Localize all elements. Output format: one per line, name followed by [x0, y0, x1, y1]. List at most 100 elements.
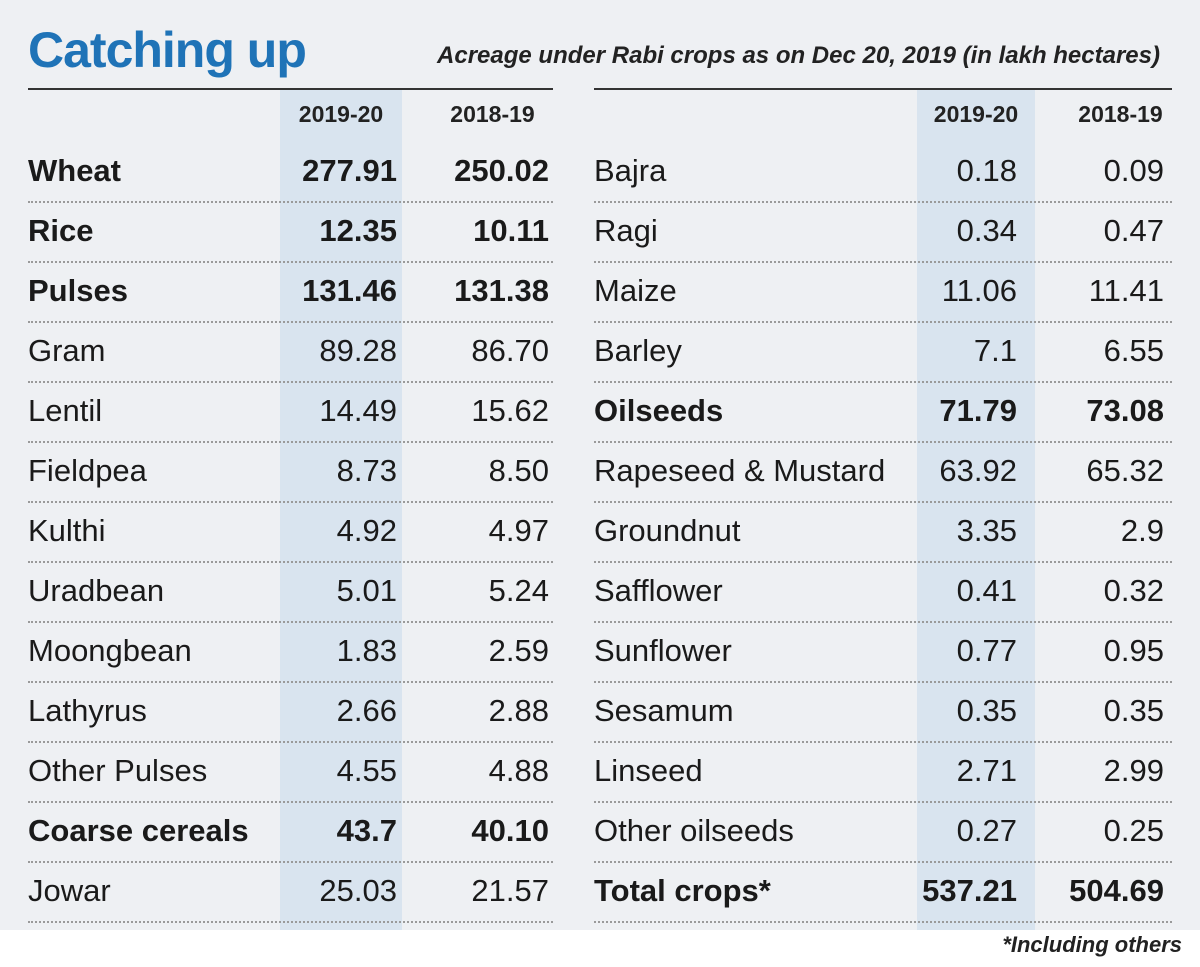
table-row: Lentil 14.49 15.62	[28, 381, 553, 443]
table-row: Sunflower 0.77 0.95	[594, 621, 1172, 683]
value-2018-19: 21.57	[471, 873, 549, 908]
value-2018-19: 11.41	[1088, 273, 1164, 308]
table-row: Pulses 131.46 131.38	[28, 261, 553, 323]
value-2019-20: 1.83	[336, 633, 397, 668]
table-row: Other oilseeds 0.27 0.25	[594, 801, 1172, 863]
table-row: Moongbean 1.83 2.59	[28, 621, 553, 683]
value-2018-19: 4.97	[488, 513, 549, 548]
crop-label: Sunflower	[594, 633, 732, 668]
right-2019-20-column-shade	[917, 90, 1035, 930]
table-row: Safflower 0.41 0.32	[594, 561, 1172, 623]
table-row: Barley 7.1 6.55	[594, 321, 1172, 383]
crop-label: Gram	[28, 333, 106, 368]
left-table-top-rule	[28, 88, 553, 90]
crop-label: Bajra	[594, 153, 667, 188]
value-2018-19: 504.69	[1069, 873, 1164, 908]
table-row: Other Pulses 4.55 4.88	[28, 741, 553, 803]
crop-label: Other Pulses	[28, 753, 208, 788]
value-2019-20: 0.18	[956, 153, 1017, 188]
crop-label: Barley	[594, 333, 682, 368]
value-2018-19: 10.11	[473, 213, 549, 248]
crop-label: Pulses	[28, 273, 128, 308]
value-2018-19: 40.10	[471, 813, 549, 848]
value-2018-19: 65.32	[1086, 453, 1164, 488]
footnote: *Including others	[1002, 932, 1182, 957]
value-2019-20: 43.7	[336, 813, 397, 848]
value-2019-20: 4.55	[336, 753, 397, 788]
crop-label: Jowar	[28, 873, 111, 908]
crop-label: Rapeseed & Mustard	[594, 453, 886, 488]
value-2018-19: 131.38	[454, 273, 549, 308]
value-2019-20: 2.71	[956, 753, 1017, 788]
table-row: Sesamum 0.35 0.35	[594, 681, 1172, 743]
chart-subtitle: Acreage under Rabi crops as on Dec 20, 2…	[437, 42, 1160, 69]
value-2019-20: 0.77	[956, 633, 1017, 668]
value-2019-20: 3.35	[956, 513, 1017, 548]
value-2018-19: 0.95	[1103, 633, 1164, 668]
table-row: Uradbean 5.01 5.24	[28, 561, 553, 623]
value-2019-20: 0.34	[956, 213, 1017, 248]
crop-label: Groundnut	[594, 513, 741, 548]
table-row: Wheat 277.91 250.02	[28, 141, 553, 203]
table-row: Rice 12.35 10.11	[28, 201, 553, 263]
right-header-2019-20: 2019-20	[933, 101, 1019, 127]
table-row: Maize 11.06 11.41	[594, 261, 1172, 323]
crop-label: Total crops*	[594, 873, 771, 908]
value-2019-20: 0.35	[956, 693, 1017, 728]
chart-title: Catching up	[28, 22, 307, 78]
left-2019-20-column-shade	[280, 90, 402, 930]
table-row: Linseed 2.71 2.99	[594, 741, 1172, 803]
left-header-2018-19: 2018-19	[450, 101, 535, 127]
crop-label: Maize	[594, 273, 677, 308]
value-2018-19: 2.99	[1103, 753, 1164, 788]
crop-label: Lentil	[28, 393, 103, 428]
value-2018-19: 86.70	[471, 333, 549, 368]
crop-label: Oilseeds	[594, 393, 724, 428]
table-row: Gram 89.28 86.70	[28, 321, 553, 383]
left-header-2019-20: 2019-20	[298, 101, 384, 127]
value-2018-19: 6.55	[1103, 333, 1164, 368]
crop-label: Coarse cereals	[28, 813, 249, 848]
value-2018-19: 0.35	[1103, 693, 1164, 728]
crop-label: Rice	[28, 213, 94, 248]
crop-label: Other oilseeds	[594, 813, 794, 848]
table-row: Groundnut 3.35 2.9	[594, 501, 1172, 563]
value-2019-20: 4.92	[336, 513, 397, 548]
value-2019-20: 2.66	[336, 693, 397, 728]
value-2019-20: 7.1	[973, 333, 1017, 368]
chart-panel: Catching up Acreage under Rabi crops as …	[0, 0, 1200, 930]
table-row: Jowar 25.03 21.57	[28, 861, 553, 923]
value-2019-20: 5.01	[336, 573, 397, 608]
value-2019-20: 89.28	[319, 333, 397, 368]
value-2019-20: 14.49	[319, 393, 397, 428]
value-2018-19: 0.09	[1103, 153, 1164, 188]
value-2018-19: 2.88	[488, 693, 549, 728]
value-2018-19: 0.32	[1103, 573, 1164, 608]
value-2019-20: 8.73	[336, 453, 397, 488]
value-2019-20: 71.79	[939, 393, 1017, 428]
value-2018-19: 5.24	[488, 573, 549, 608]
value-2019-20: 0.27	[956, 813, 1017, 848]
table-row: Kulthi 4.92 4.97	[28, 501, 553, 563]
crop-label: Ragi	[594, 213, 658, 248]
table-row: Total crops* 537.21 504.69	[594, 861, 1172, 923]
value-2019-20: 537.21	[922, 873, 1017, 908]
value-2018-19: 0.47	[1103, 213, 1164, 248]
right-header-2018-19: 2018-19	[1078, 101, 1163, 127]
value-2018-19: 2.59	[488, 633, 549, 668]
crop-label: Wheat	[28, 153, 121, 188]
value-2019-20: 63.92	[939, 453, 1017, 488]
value-2019-20: 0.41	[956, 573, 1017, 608]
crop-label: Sesamum	[594, 693, 734, 728]
table-row: Coarse cereals 43.7 40.10	[28, 801, 553, 863]
crop-label: Safflower	[594, 573, 723, 608]
right-table-top-rule	[594, 88, 1172, 90]
crop-label: Fieldpea	[28, 453, 147, 488]
table-row: Lathyrus 2.66 2.88	[28, 681, 553, 743]
value-2019-20: 12.35	[319, 213, 397, 248]
value-2019-20: 277.91	[302, 153, 397, 188]
crop-label: Linseed	[594, 753, 703, 788]
crop-label: Lathyrus	[28, 693, 147, 728]
value-2019-20: 25.03	[319, 873, 397, 908]
value-2018-19: 250.02	[454, 153, 549, 188]
